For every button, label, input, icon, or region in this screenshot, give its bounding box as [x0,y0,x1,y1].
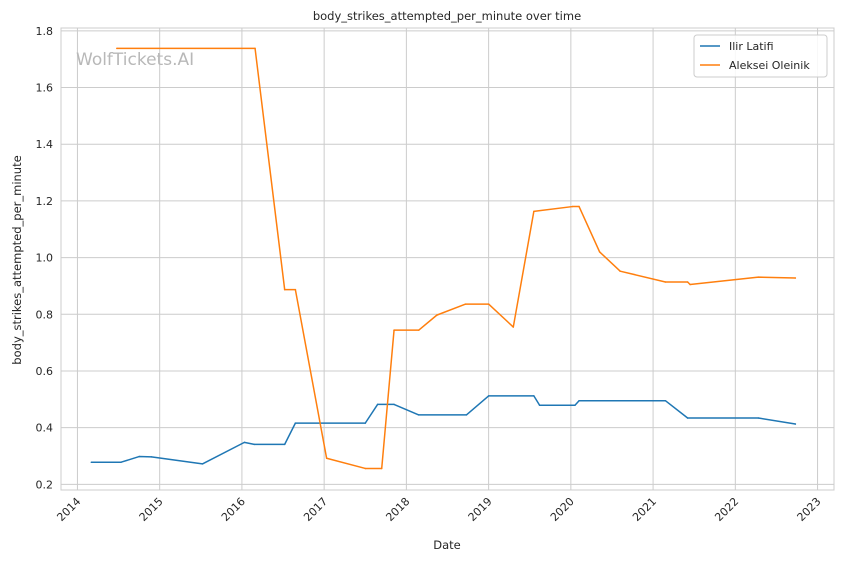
legend-box [693,34,828,78]
data-point-aleksei-oleinik [664,281,667,283]
plot-area [61,28,834,490]
legend-label: Aleksei Oleinik [729,59,810,72]
data-point-aleksei-oleinik [533,210,535,213]
data-point-ilir-latifi [138,455,140,458]
data-point-aleksei-oleinik [598,251,601,253]
data-point-ilir-latifi [465,414,468,416]
y-tick-label: 1.2 [36,195,54,208]
data-point-ilir-latifi [364,422,367,424]
data-point-aleksei-oleinik [325,457,328,460]
y-tick-label: 0.8 [36,308,54,321]
data-point-aleksei-oleinik [116,47,118,50]
data-point-aleksei-oleinik [689,283,691,286]
data-point-ilir-latifi [243,441,246,444]
data-point-ilir-latifi [283,443,286,446]
data-point-ilir-latifi [574,404,576,406]
data-point-ilir-latifi [417,414,420,416]
y-tick-label: 1.0 [36,252,54,265]
data-point-ilir-latifi [253,443,255,446]
data-point-aleksei-oleinik [436,314,438,316]
data-point-aleksei-oleinik [393,329,395,331]
data-point-aleksei-oleinik [380,467,383,470]
y-tick-label: 0.2 [36,478,54,491]
y-gridlines [61,30,834,485]
data-point-ilir-latifi [686,417,689,419]
data-point-ilir-latifi [538,404,541,406]
data-point-aleksei-oleinik [571,205,574,208]
data-point-aleksei-oleinik [757,276,760,278]
data-point-ilir-latifi [664,399,667,402]
x-axis-label: Date [433,538,461,552]
data-point-ilir-latifi [794,423,797,425]
y-tick-label: 1.4 [36,138,54,151]
data-point-aleksei-oleinik [283,288,286,291]
data-point-ilir-latifi [376,403,379,406]
data-point-ilir-latifi [393,403,395,406]
data-point-aleksei-oleinik [578,205,580,208]
watermark: WolfTickets.AI [76,50,194,70]
data-point-aleksei-oleinik [464,303,467,305]
y-tick-label: 0.6 [36,365,54,378]
data-point-ilir-latifi [533,395,535,397]
chart-title: body_strikes_attempted_per_minute over t… [313,9,581,23]
data-point-aleksei-oleinik [364,467,367,470]
series-aleksei-oleinik [116,47,797,470]
legend: Ilir Latifi Aleksei Oleinik [693,34,828,78]
data-point-ilir-latifi [90,461,93,463]
data-point-ilir-latifi [201,463,204,465]
data-point-aleksei-oleinik [294,288,297,291]
plot-frame [60,27,835,491]
data-point-aleksei-oleinik [619,270,621,272]
data-point-aleksei-oleinik [487,303,490,305]
data-point-ilir-latifi [757,417,760,419]
series-ilir-latifi [90,395,797,465]
data-point-ilir-latifi [150,456,153,458]
data-point-ilir-latifi [120,461,122,463]
data-point-aleksei-oleinik [794,277,797,279]
y-axis-ticks: 0.2 0.4 0.6 0.8 1.0 1.2 1.4 1.6 1.8 [36,25,54,491]
x-gridlines [76,28,819,490]
series-layer [90,47,797,470]
y-tick-label: 1.6 [36,82,54,95]
y-tick-label: 1.8 [36,25,54,38]
data-point-aleksei-oleinik [512,326,515,328]
data-point-aleksei-oleinik [686,281,689,283]
data-point-ilir-latifi [294,422,297,424]
data-point-ilir-latifi [578,399,580,402]
y-axis-label: body_strikes_attempted_per_minute [10,155,24,364]
data-point-ilir-latifi [487,395,490,397]
legend-label: Ilir Latifi [729,40,774,53]
data-point-aleksei-oleinik [254,47,256,50]
y-tick-label: 0.4 [36,422,54,435]
data-point-aleksei-oleinik [417,329,420,331]
